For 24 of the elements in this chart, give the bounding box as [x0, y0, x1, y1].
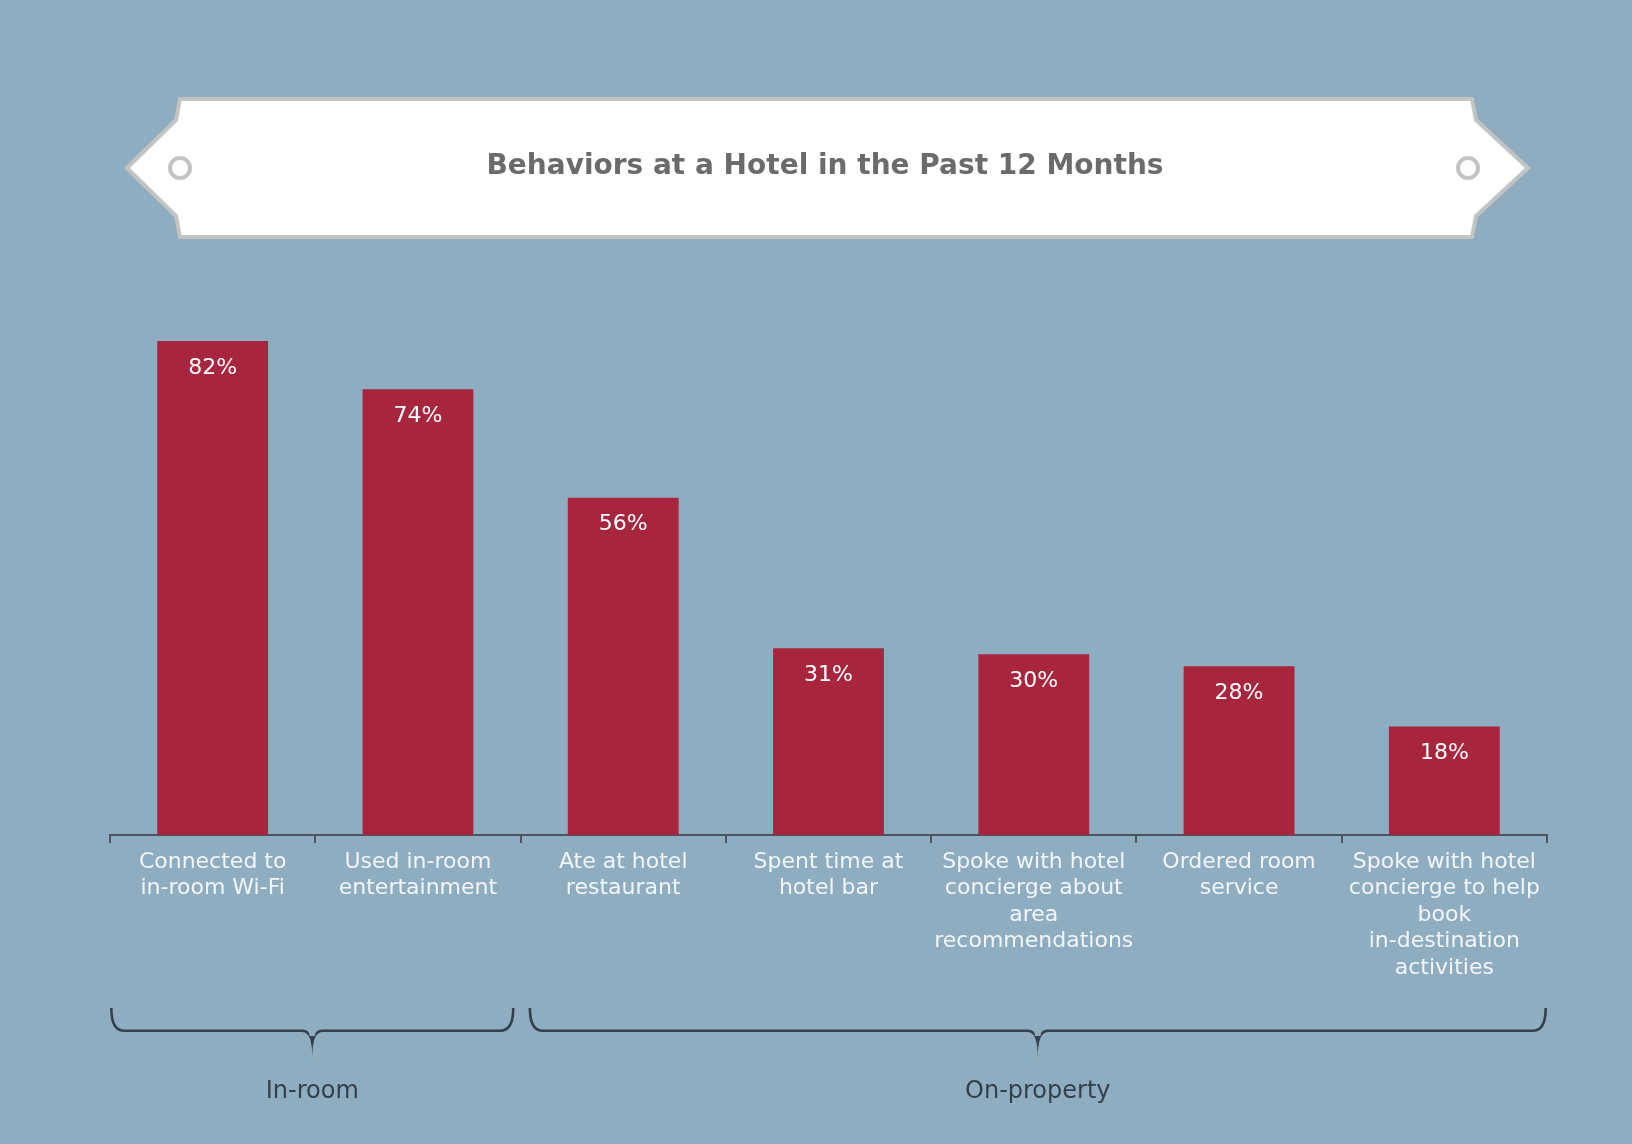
bar: [157, 341, 269, 835]
data-label: 30%: [1009, 666, 1059, 692]
bar: [1388, 726, 1500, 835]
x-tick-label: Spoke with hotel concierge about area recommendations: [934, 847, 1134, 953]
chart-title: Behaviors at a Hotel in the Past 12 Months: [485, 148, 1165, 181]
data-label: 74%: [393, 401, 443, 427]
text: In-room: [265, 1076, 359, 1104]
x-tick-label: Ordered room service: [1162, 847, 1316, 900]
data-label: 18%: [1419, 739, 1469, 765]
bar: [773, 648, 884, 835]
x-tick-label: Used in-room entertainment: [338, 847, 498, 900]
x-tick-label: Spent time at hotel bar: [753, 847, 904, 900]
x-tick-label: Connected to in-room Wi-Fi: [138, 847, 287, 900]
x-tick-label: Ate at hotel restaurant: [558, 847, 688, 900]
data-label: 28%: [1214, 679, 1264, 705]
bar: [978, 654, 1090, 835]
bar: [1183, 666, 1295, 835]
text: On-property: [965, 1076, 1111, 1104]
bar: [362, 389, 474, 835]
data-label: 82%: [188, 353, 238, 379]
bar: [567, 497, 679, 835]
data-label: 56%: [598, 510, 648, 536]
data-label: 31%: [804, 660, 853, 686]
x-tick-label: Spoke with hotel concierge to help book in-destination activities: [1348, 847, 1540, 979]
